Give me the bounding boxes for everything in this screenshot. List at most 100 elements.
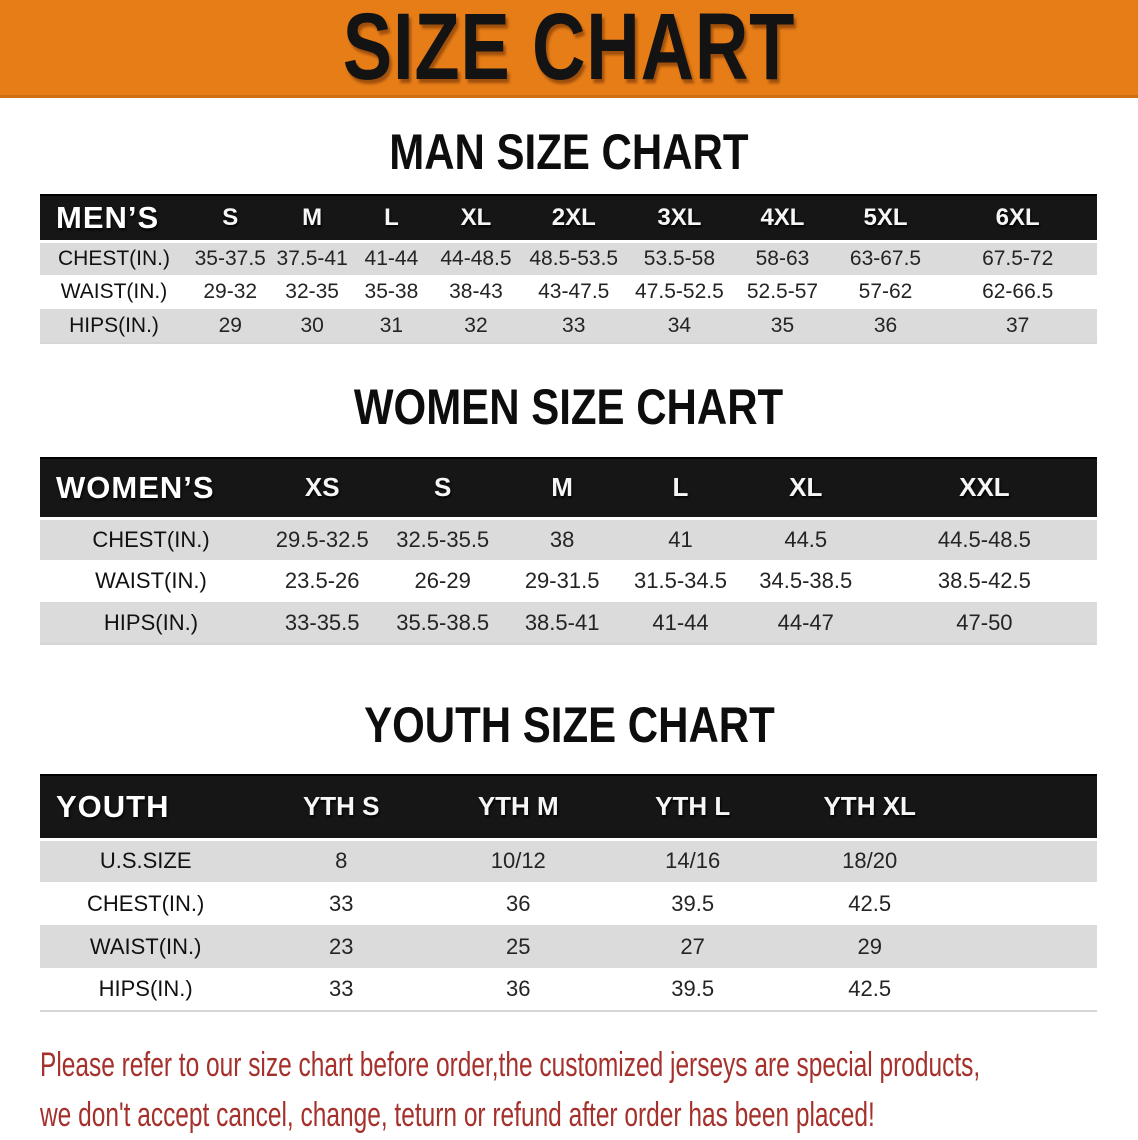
value-cell: 30: [272, 309, 352, 343]
value-cell: 52.5-57: [732, 275, 833, 309]
value-cell: 32-35: [272, 275, 352, 309]
women-header-row: WOMEN’S XS S M L XL XXL: [40, 457, 1097, 519]
value-cell: 36: [832, 309, 939, 343]
value-cell: 37: [938, 309, 1097, 343]
value-cell: 41: [621, 516, 740, 560]
size-column-header: 5XL: [832, 194, 939, 242]
value-cell: 29: [779, 925, 960, 968]
value-cell: 33-35.5: [261, 602, 383, 644]
row-label: HIPS(IN.): [40, 968, 252, 1011]
size-column-header: YTH L: [605, 774, 780, 840]
value-cell: 42.5: [779, 882, 960, 925]
value-cell: 18/20: [779, 837, 960, 882]
row-label: CHEST(IN.): [40, 882, 252, 925]
title-banner: SIZE CHART: [0, 0, 1138, 98]
size-column-header: L: [621, 457, 740, 519]
table-corner-label: WOMEN’S: [40, 457, 262, 519]
value-cell: 8: [251, 837, 432, 882]
value-cell: 35-37.5: [187, 239, 273, 275]
men-section-heading: MAN SIZE CHART: [0, 127, 1138, 177]
value-cell: 31: [351, 309, 432, 343]
size-column-header: S: [382, 457, 503, 519]
row-label: WAIST(IN.): [40, 560, 262, 602]
filler-cell: [959, 968, 1097, 1011]
size-column-header: XS: [261, 457, 383, 519]
value-cell: 29: [187, 309, 273, 343]
value-cell: 26-29: [382, 560, 503, 602]
table-row: CHEST(IN.) 33 36 39.5 42.5: [40, 882, 1097, 925]
men-section-heading-text: MAN SIZE CHART: [389, 124, 749, 180]
value-cell: 37.5-41: [272, 239, 352, 275]
value-cell: 38.5-41: [502, 602, 622, 644]
value-cell: 10/12: [431, 837, 606, 882]
size-column-header: YTH XL: [779, 774, 960, 840]
table-row: HIPS(IN.) 33-35.5 35.5-38.5 38.5-41 41-44 44-…: [40, 602, 1097, 644]
row-label: WAIST(IN.): [40, 925, 252, 968]
value-cell: 44-47: [739, 602, 872, 644]
filler-cell: [959, 882, 1097, 925]
value-cell: 63-67.5: [832, 239, 939, 275]
value-cell: 25: [431, 925, 606, 968]
table-row: U.S.SIZE 8 10/12 14/16 18/20: [40, 837, 1097, 882]
value-cell: 14/16: [605, 837, 780, 882]
table-row: CHEST(IN.) 35-37.5 37.5-41 41-44 44-48.5 48.5…: [40, 239, 1097, 275]
value-cell: 39.5: [605, 968, 780, 1011]
value-cell: 29.5-32.5: [261, 516, 383, 560]
value-cell: 42.5: [779, 968, 960, 1011]
value-cell: 32: [431, 309, 521, 343]
value-cell: 38: [502, 516, 622, 560]
table-row: WAIST(IN.) 29-32 32-35 35-38 38-43 43-47.5 47.…: [40, 275, 1097, 309]
value-cell: 35: [732, 309, 833, 343]
row-label: WAIST(IN.): [40, 275, 188, 309]
value-cell: 32.5-35.5: [382, 516, 503, 560]
value-cell: 34.5-38.5: [739, 560, 872, 602]
size-column-header: 2XL: [520, 194, 627, 242]
value-cell: 67.5-72: [938, 239, 1097, 275]
value-cell: 53.5-58: [626, 239, 733, 275]
value-cell: 44.5-48.5: [871, 516, 1097, 560]
value-cell: 36: [431, 968, 606, 1011]
value-cell: 31.5-34.5: [621, 560, 740, 602]
value-cell: 44-48.5: [431, 239, 521, 275]
filler-cell: [959, 837, 1097, 882]
youth-size-table: YOUTH YTH S YTH M YTH L YTH XL U.S.SIZE 8 10/1…: [40, 774, 1097, 1012]
size-column-header: YTH M: [431, 774, 606, 840]
youth-section-heading-text: YOUTH SIZE CHART: [363, 697, 775, 753]
value-cell: 41-44: [621, 602, 740, 644]
value-cell: 27: [605, 925, 780, 968]
disclaimer-line-2: we don't accept cancel, change, teturn o…: [40, 1096, 875, 1134]
women-size-table: WOMEN’S XS S M L XL XXL CHEST(IN.) 29.5-32.5 32.…: [40, 457, 1097, 645]
men-header-row: MEN’S S M L XL 2XL 3XL 4XL 5XL 6XL: [40, 194, 1097, 242]
table-row: WAIST(IN.) 23.5-26 26-29 29-31.5 31.5-34.5 34…: [40, 560, 1097, 602]
row-label: CHEST(IN.): [40, 516, 262, 560]
page-title: SIZE CHART: [342, 0, 796, 100]
header-filler-cell: [959, 774, 1097, 840]
value-cell: 41-44: [351, 239, 432, 275]
size-column-header: S: [187, 194, 273, 242]
size-column-header: M: [272, 194, 352, 242]
table-corner-label: MEN’S: [40, 194, 188, 242]
table-row: CHEST(IN.) 29.5-32.5 32.5-35.5 38 41 44.5 44.5…: [40, 516, 1097, 560]
youth-header-row: YOUTH YTH S YTH M YTH L YTH XL: [40, 774, 1097, 840]
row-label: HIPS(IN.): [40, 602, 262, 644]
value-cell: 47.5-52.5: [626, 275, 733, 309]
value-cell: 35.5-38.5: [382, 602, 503, 644]
value-cell: 33: [251, 968, 432, 1011]
table-corner-label: YOUTH: [40, 774, 252, 840]
women-section-heading-text: WOMEN SIZE CHART: [354, 379, 784, 435]
value-cell: 29-32: [187, 275, 273, 309]
value-cell: 36: [431, 882, 606, 925]
youth-section-heading: YOUTH SIZE CHART: [0, 700, 1138, 750]
value-cell: 57-62: [832, 275, 939, 309]
size-column-header: XL: [739, 457, 872, 519]
women-section-heading: WOMEN SIZE CHART: [0, 382, 1138, 432]
value-cell: 62-66.5: [938, 275, 1097, 309]
table-row: HIPS(IN.) 29 30 31 32 33 34 35 36 37: [40, 309, 1097, 343]
disclaimer-line-1: Please refer to our size chart before or…: [40, 1046, 981, 1084]
men-size-table: MEN’S S M L XL 2XL 3XL 4XL 5XL 6XL CHEST(IN.) 35-3…: [40, 194, 1097, 344]
size-column-header: XXL: [871, 457, 1097, 519]
value-cell: 35-38: [351, 275, 432, 309]
table-row: HIPS(IN.) 33 36 39.5 42.5: [40, 968, 1097, 1011]
filler-cell: [959, 925, 1097, 968]
value-cell: 47-50: [871, 602, 1097, 644]
